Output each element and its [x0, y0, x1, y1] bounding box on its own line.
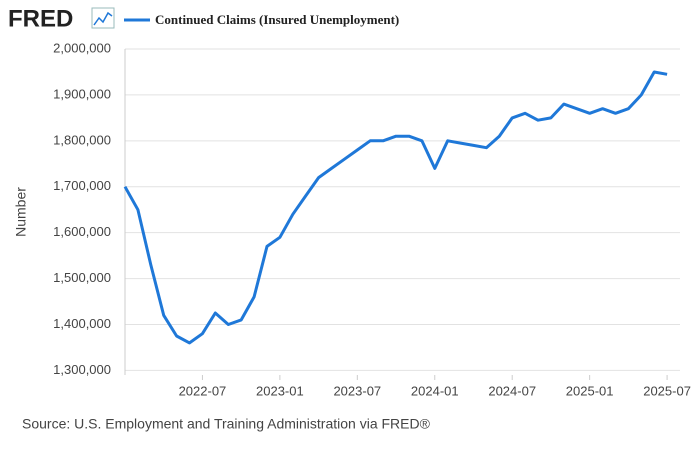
y-tick-label: 1,500,000 — [53, 270, 111, 285]
x-tick-label: 2024-01 — [411, 383, 459, 398]
y-axis-title: Number — [13, 187, 29, 237]
y-tick-label: 1,400,000 — [53, 316, 111, 331]
brand-logo: FRED — [8, 5, 73, 32]
data-line — [123, 70, 668, 345]
y-tick-label: 1,900,000 — [53, 86, 111, 101]
y-tick-label: 1,800,000 — [53, 132, 111, 147]
x-tick-label: 2025-01 — [566, 383, 614, 398]
y-tick-label: 2,000,000 — [53, 40, 111, 55]
legend-label: Continued Claims (Insured Unemployment) — [155, 12, 399, 27]
y-tick-label: 1,600,000 — [53, 224, 111, 239]
x-tick-label: 2025-07 — [643, 383, 691, 398]
source-note: Source: U.S. Employment and Training Adm… — [22, 416, 431, 432]
y-tick-label: 1,700,000 — [53, 178, 111, 193]
y-tick-label: 1,300,000 — [53, 362, 111, 377]
brand-icon — [91, 7, 115, 29]
x-tick-label: 2022-07 — [179, 383, 227, 398]
x-tick-label: 2023-01 — [256, 383, 304, 398]
x-tick-label: 2023-07 — [333, 383, 381, 398]
x-tick-label: 2024-07 — [488, 383, 536, 398]
